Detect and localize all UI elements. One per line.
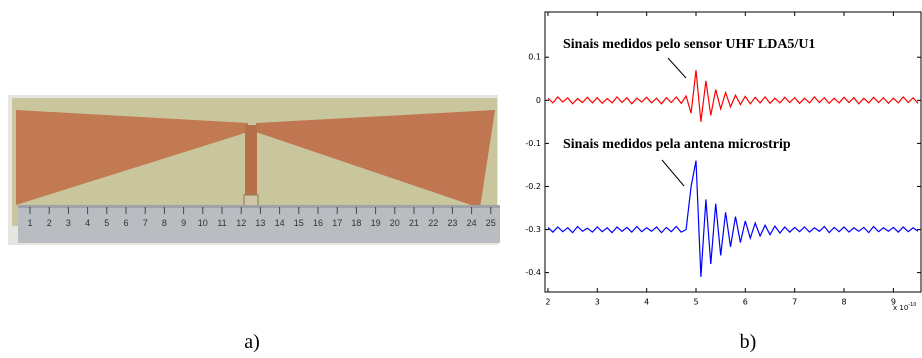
- y-tick-label: 0: [536, 96, 541, 105]
- x-tick-label: 6: [743, 298, 748, 307]
- y-tick-label: 0.1: [528, 53, 541, 62]
- ruler: 1 2 3 4 5 6 7 8 9 10 11 12 13 14 15 16 17 18 19 20 21 22 23 24 2…: [27, 207, 496, 228]
- ruler-label: 7: [143, 218, 148, 228]
- ruler-label: 24: [467, 218, 477, 228]
- ruler-label: 10: [198, 218, 208, 228]
- ruler-label: 15: [294, 218, 304, 228]
- x-tick-label: 7: [792, 298, 797, 307]
- ruler-label: 12: [236, 218, 246, 228]
- multiplier-exponent: -10: [908, 302, 916, 308]
- antenna-photo: [8, 95, 500, 245]
- arrow: [667, 57, 687, 79]
- ruler-label: 20: [390, 218, 400, 228]
- arrow: [661, 159, 685, 187]
- signal-line: [547, 70, 919, 122]
- ruler-label: 17: [332, 218, 342, 228]
- x-tick-label: 3: [595, 298, 600, 307]
- y-tick-label: -0.4: [525, 268, 541, 277]
- y-tick-label: -0.1: [525, 139, 541, 148]
- annotation: Sinais medidos pelo sensor UHF LDA5/U1: [563, 37, 815, 52]
- x-multiplier: x 10-10: [893, 302, 916, 313]
- ruler-label: 19: [371, 218, 381, 228]
- ruler-label: 18: [351, 218, 361, 228]
- ruler-label: 2: [47, 218, 52, 228]
- ruler-label: 9: [181, 218, 186, 228]
- x-tick-label: 4: [644, 298, 649, 307]
- y-tick-label: -0.2: [525, 182, 541, 191]
- ruler-label: 11: [217, 218, 226, 228]
- ruler-label: 6: [123, 218, 128, 228]
- x-tick-label: 9: [891, 298, 896, 307]
- x-tick-label: 2: [545, 298, 550, 307]
- ruler-label: 16: [313, 218, 323, 228]
- x-tick-label: 5: [693, 298, 698, 307]
- figure-label: b): [740, 331, 757, 353]
- ruler-label: 3: [66, 218, 71, 228]
- ruler-label: 21: [409, 218, 419, 228]
- multiplier-base: x 10: [893, 304, 908, 312]
- ruler-label: 14: [275, 218, 285, 228]
- ruler-label: 23: [447, 218, 457, 228]
- ruler-label: 5: [104, 218, 109, 228]
- ruler-label: 4: [85, 218, 90, 228]
- annotation: Sinais medidos pela antena microstrip: [563, 137, 791, 152]
- ruler-label: 13: [255, 218, 265, 228]
- plot: 0.1 0 -0.1 -0.2 -0.3 -0.4 2 3 4 5 6 7 8 9: [525, 12, 921, 307]
- ruler-label: 1: [27, 218, 32, 228]
- plot-frame: [544, 11, 922, 293]
- ruler-label: 22: [428, 218, 438, 228]
- figure-label: a): [244, 331, 260, 353]
- ruler-label: 8: [162, 218, 167, 228]
- x-tick-label: 8: [841, 298, 846, 307]
- signal-line: [547, 160, 919, 277]
- y-tick-label: -0.3: [525, 225, 541, 234]
- ruler-label: 25: [486, 218, 496, 228]
